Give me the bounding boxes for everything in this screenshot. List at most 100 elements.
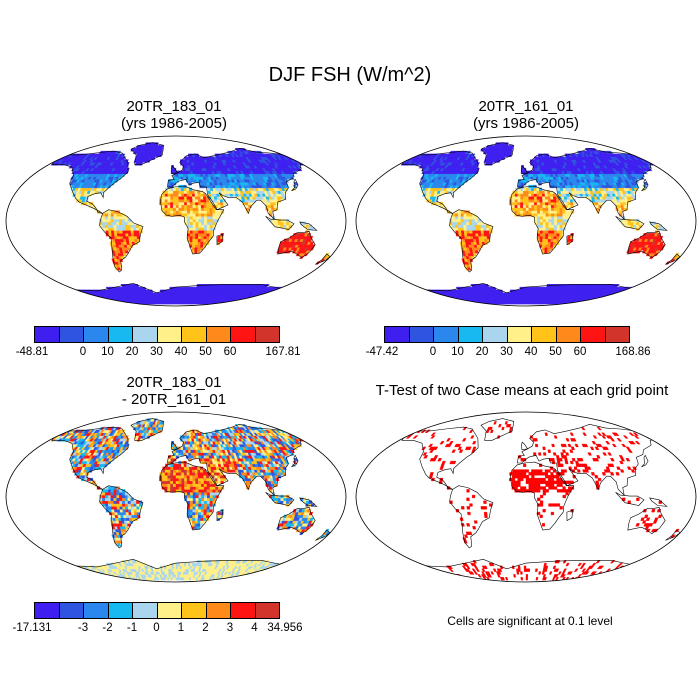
- map-cell: [556, 201, 560, 206]
- map-cell: [215, 216, 219, 220]
- map-cell: [542, 207, 546, 211]
- map-cell: [523, 292, 527, 296]
- map-cell: [460, 213, 465, 217]
- map-cell: [99, 301, 106, 305]
- map-cell: [189, 241, 193, 245]
- map-cell: [553, 213, 558, 217]
- map-cell: [279, 295, 287, 299]
- map-cell: [624, 298, 633, 302]
- map-cell: [209, 218, 214, 223]
- map-cell: [192, 204, 196, 209]
- map-cell: [567, 210, 572, 214]
- map-cell: [548, 210, 552, 214]
- map-cell: [643, 156, 650, 160]
- map-cell: [175, 292, 179, 296]
- map-cell: [257, 295, 264, 299]
- map-cell: [441, 298, 448, 302]
- map-cell: [463, 218, 467, 223]
- map-cell: [566, 196, 571, 200]
- map-cell: [625, 295, 633, 299]
- map-cell: [264, 295, 272, 299]
- map-cell: [550, 233, 555, 237]
- map-cell: [559, 224, 564, 228]
- map-cell: [622, 301, 630, 305]
- map-cell: [455, 227, 459, 231]
- map-cell: [175, 207, 180, 211]
- map-cell: [59, 292, 67, 296]
- map-cell: [542, 230, 546, 234]
- map-cell: [455, 230, 459, 234]
- map-cell: [305, 224, 310, 228]
- map-cell: [173, 298, 177, 302]
- map-cell: [528, 204, 532, 209]
- map-cell: [472, 227, 476, 231]
- map-cell: [509, 150, 513, 155]
- map-cell: [71, 295, 79, 299]
- map-cell: [631, 292, 639, 296]
- map-cell: [514, 196, 519, 200]
- map-cell: [454, 221, 459, 226]
- map-cell: [614, 301, 622, 305]
- map-cell: [259, 298, 267, 302]
- map-cell: [627, 218, 631, 223]
- map-cell: [530, 170, 534, 174]
- map-cell: [439, 301, 447, 305]
- map-cell: [457, 216, 462, 220]
- map-cell: [452, 218, 456, 223]
- map-cell: [544, 241, 549, 245]
- map-cell: [604, 298, 611, 302]
- map-cell: [554, 218, 558, 223]
- map-cell: [102, 224, 106, 228]
- map-cell: [124, 221, 129, 226]
- map-cell: [285, 289, 293, 294]
- map-cell: [67, 295, 75, 299]
- map-cell: [276, 298, 285, 302]
- map-cell: [621, 295, 629, 299]
- map-cell: [535, 176, 539, 180]
- map-cell: [203, 199, 207, 203]
- map-cell: [631, 289, 639, 294]
- map-cell: [531, 201, 535, 206]
- map-cell: [545, 207, 549, 211]
- map-cell: [195, 224, 199, 228]
- map-cell: [172, 201, 177, 206]
- map-cell: [125, 233, 129, 237]
- map-cell: [630, 224, 634, 228]
- map-cell: [170, 199, 174, 203]
- map-cell: [167, 184, 172, 189]
- map-cell: [570, 235, 574, 240]
- map-cell: [85, 298, 93, 302]
- map-cell: [454, 216, 459, 220]
- map-cell: [465, 301, 471, 305]
- map-cell: [107, 218, 112, 223]
- map-cell: [517, 190, 521, 194]
- map-cell: [212, 210, 216, 214]
- map-cell: [171, 292, 175, 296]
- map-cell: [522, 199, 527, 203]
- map-cell: [554, 216, 558, 220]
- map-cell: [164, 201, 168, 206]
- map-cell: [437, 298, 445, 302]
- map-cell: [528, 190, 532, 194]
- map-cell: [121, 224, 126, 228]
- map-cell: [117, 235, 121, 240]
- map-cell: [541, 244, 546, 248]
- map-cell: [191, 190, 196, 194]
- map-cell: [555, 199, 560, 203]
- map-cell: [547, 196, 551, 200]
- map-cell: [532, 167, 536, 172]
- map-cell: [103, 301, 110, 305]
- map-cell: [131, 235, 135, 240]
- map-cell: [180, 170, 184, 174]
- map-cell: [192, 196, 196, 200]
- map-cell: [257, 298, 265, 302]
- map-cell: [637, 289, 645, 294]
- map-cell: [82, 295, 89, 299]
- map-cell: [261, 298, 268, 302]
- map-cell: [639, 289, 647, 294]
- map-cell: [184, 204, 188, 209]
- map-cell: [519, 289, 523, 294]
- map-panel-1: [5, 135, 347, 307]
- map-cell: [539, 207, 544, 211]
- map-cell: [536, 196, 540, 200]
